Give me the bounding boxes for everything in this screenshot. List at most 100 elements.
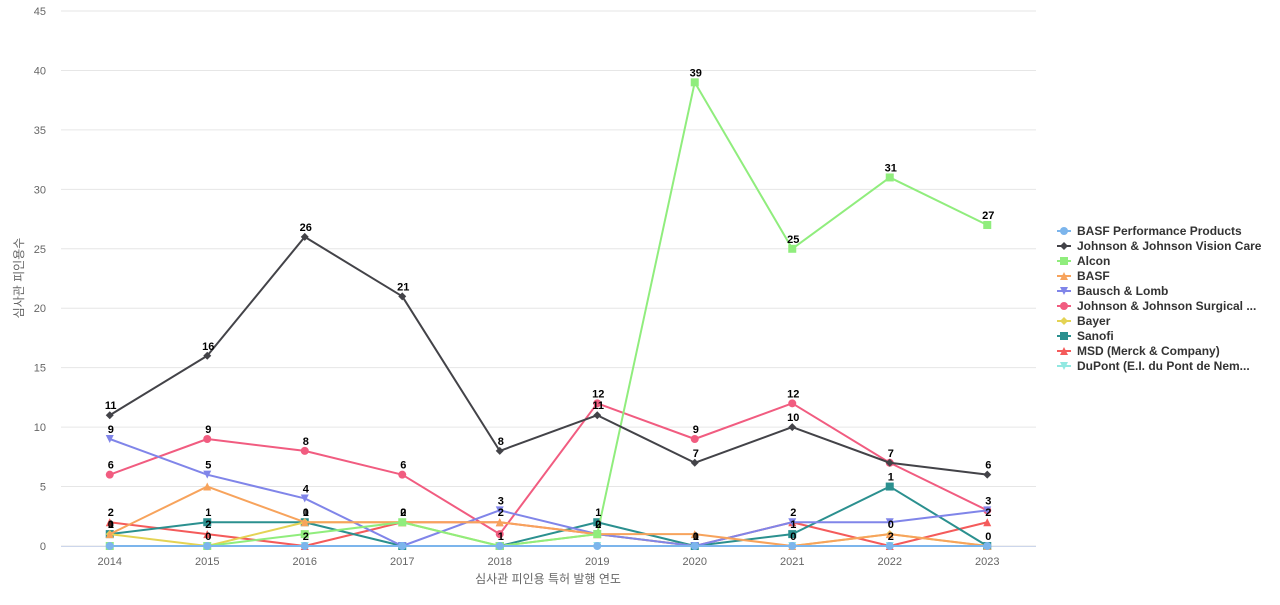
data-label: 6 (400, 460, 406, 472)
data-point (690, 458, 699, 467)
data-point (885, 530, 894, 539)
data-point (105, 470, 114, 479)
data-label: 1 (205, 507, 211, 519)
data-label: 6 (985, 460, 991, 472)
x-tick-label: 2020 (683, 556, 707, 568)
data-point (495, 446, 504, 455)
data-point (105, 435, 114, 443)
legend-label: Bayer (1077, 314, 1111, 328)
data-label: 9 (108, 424, 114, 436)
data-label: 2 (790, 507, 796, 519)
legend-item[interactable]: Alcon (1057, 254, 1110, 268)
series-line (109, 485, 988, 547)
data-label: 3 (985, 495, 991, 507)
legend-item[interactable]: Bausch & Lomb (1057, 284, 1168, 298)
data-label: 8 (303, 436, 309, 448)
data-point (788, 244, 797, 253)
data-label: 5 (205, 460, 211, 472)
legend-marker (1060, 227, 1068, 235)
data-label: 3 (498, 495, 504, 507)
data-label: 2 (303, 531, 309, 543)
data-label: 1 (595, 507, 601, 519)
data-label: 7 (693, 448, 699, 460)
data-point (690, 78, 699, 87)
series-basf-performance-products (105, 542, 992, 550)
y-tick-label: 20 (34, 303, 46, 315)
legend-item[interactable]: BASF Performance Products (1057, 224, 1242, 238)
data-point (105, 411, 114, 420)
data-point (788, 518, 797, 527)
data-point (398, 542, 407, 550)
data-point (983, 221, 992, 229)
data-point (885, 482, 894, 491)
data-point (398, 292, 407, 301)
data-label: 8 (498, 436, 504, 448)
legend-marker (1060, 272, 1068, 280)
legend-item[interactable]: Bayer (1057, 314, 1111, 328)
legend-marker (1060, 242, 1068, 250)
data-point (788, 399, 797, 408)
legend-item[interactable]: DuPont (E.I. du Pont de Nem... (1057, 359, 1250, 373)
data-label: 0 (400, 507, 406, 519)
legend-item[interactable]: BASF (1057, 269, 1110, 283)
legend-label: MSD (Merck & Company) (1077, 344, 1220, 358)
legend-marker (1060, 317, 1068, 325)
legend-item[interactable]: Sanofi (1057, 329, 1114, 343)
data-point (983, 506, 992, 515)
x-tick-label: 2023 (975, 556, 999, 568)
data-label: 0 (888, 519, 894, 531)
y-tick-label: 10 (34, 422, 46, 434)
data-point (593, 530, 602, 539)
series-layer (105, 78, 992, 550)
data-label: 39 (690, 67, 702, 79)
data-point (788, 423, 797, 432)
data-point (398, 470, 407, 479)
data-label: 26 (300, 222, 312, 234)
data-point (105, 518, 114, 527)
legend-item[interactable]: MSD (Merck & Company) (1057, 344, 1220, 358)
data-label: 2 (400, 507, 406, 519)
data-point (203, 470, 212, 479)
data-label: 2 (108, 507, 114, 519)
data-point (593, 518, 602, 527)
data-point (983, 518, 992, 527)
data-point (690, 530, 699, 539)
x-tick-label: 2014 (98, 556, 122, 568)
legend-label: Bausch & Lomb (1077, 284, 1168, 298)
data-point (300, 494, 309, 503)
data-point (885, 173, 894, 182)
data-label: 11 (105, 400, 117, 412)
y-tick-label: 0 (40, 541, 46, 553)
data-point (885, 542, 894, 550)
data-point (983, 542, 992, 550)
legend-label: Johnson & Johnson Surgical ... (1077, 299, 1256, 313)
data-point (203, 482, 212, 491)
x-tick-label: 2016 (293, 556, 317, 568)
data-point (885, 458, 894, 467)
data-point (105, 542, 114, 550)
data-point (495, 530, 504, 539)
legend-marker (1060, 302, 1068, 310)
data-label: 0 (595, 519, 601, 531)
legend-item[interactable]: Johnson & Johnson Vision Care (1057, 239, 1262, 253)
data-label: 7 (888, 448, 894, 460)
series-line (109, 485, 988, 547)
data-point (690, 542, 699, 550)
data-label: 2 (498, 507, 504, 519)
x-axis-title: 심사관 피인용 특허 발행 연도 (475, 571, 621, 586)
data-point (593, 399, 602, 408)
data-point (203, 435, 212, 443)
series-line (109, 438, 988, 547)
data-label: 1 (108, 519, 114, 531)
data-label: 16 (202, 341, 214, 353)
data-label: 0 (985, 531, 991, 543)
legend-marker (1060, 257, 1068, 265)
x-tick-label: 2019 (585, 556, 609, 568)
data-label: 2 (985, 507, 991, 519)
data-point (593, 411, 602, 420)
legend-label: Alcon (1077, 254, 1110, 268)
legend-item[interactable]: Johnson & Johnson Surgical ... (1057, 299, 1256, 313)
